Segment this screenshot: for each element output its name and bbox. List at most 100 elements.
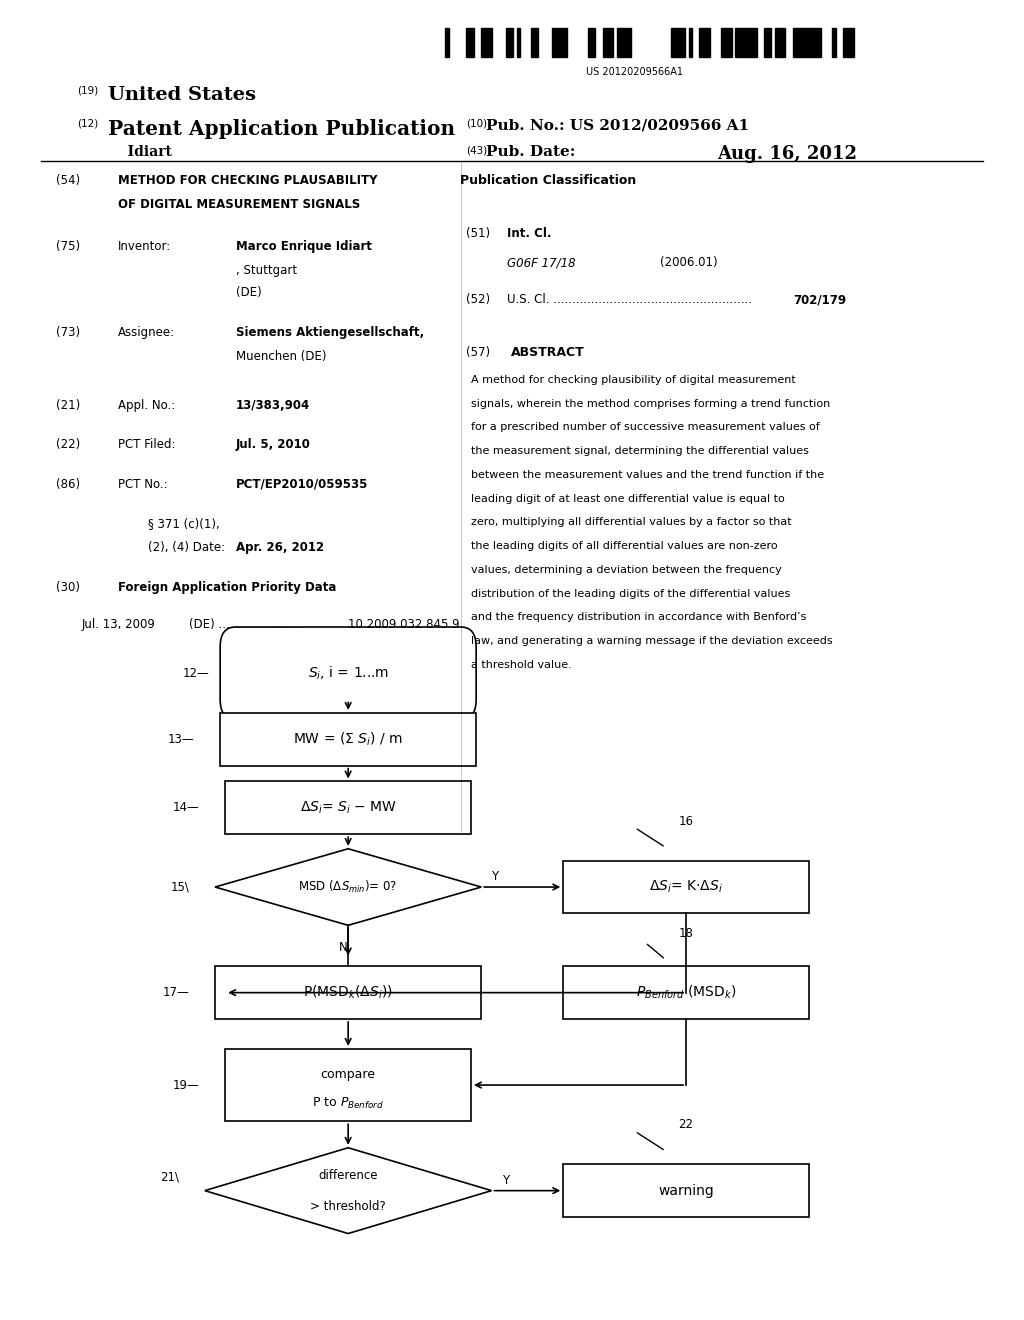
Polygon shape xyxy=(215,849,481,925)
Bar xyxy=(688,28,692,57)
Bar xyxy=(750,28,757,57)
Bar xyxy=(556,28,563,57)
Text: Marco Enrique Idiart: Marco Enrique Idiart xyxy=(236,240,372,253)
Text: Assignee:: Assignee: xyxy=(118,326,175,339)
Text: law, and generating a warning message if the deviation exceeds: law, and generating a warning message if… xyxy=(471,636,833,647)
Bar xyxy=(767,28,771,57)
Text: the measurement signal, determining the differential values: the measurement signal, determining the … xyxy=(471,446,809,457)
Text: Y: Y xyxy=(492,870,499,883)
Bar xyxy=(588,28,592,57)
Text: Int. Cl.: Int. Cl. xyxy=(507,227,551,240)
Bar xyxy=(467,28,474,57)
Bar xyxy=(800,28,807,57)
Text: 17—: 17— xyxy=(163,986,189,999)
Text: METHOD FOR CHECKING PLAUSABILITY: METHOD FOR CHECKING PLAUSABILITY xyxy=(118,174,377,187)
Text: (51): (51) xyxy=(466,227,490,240)
Text: (2006.01): (2006.01) xyxy=(660,256,718,269)
Bar xyxy=(616,28,621,57)
Text: (22): (22) xyxy=(56,438,81,451)
Text: Jul. 13, 2009: Jul. 13, 2009 xyxy=(82,618,156,631)
Text: G06F 17/18: G06F 17/18 xyxy=(507,256,575,269)
Text: PCT No.:: PCT No.: xyxy=(118,478,167,491)
Text: 21\: 21\ xyxy=(160,1171,179,1184)
Bar xyxy=(843,28,853,57)
Text: Pub. No.: US 2012/0209566 A1: Pub. No.: US 2012/0209566 A1 xyxy=(486,119,750,133)
Bar xyxy=(764,28,767,57)
Text: MSD ($\Delta S_{min}$)= 0?: MSD ($\Delta S_{min}$)= 0? xyxy=(298,879,398,895)
Bar xyxy=(225,781,471,834)
Text: a threshold value.: a threshold value. xyxy=(471,660,571,671)
Text: Patent Application Publication: Patent Application Publication xyxy=(108,119,455,139)
Bar xyxy=(699,28,702,57)
Text: United States: United States xyxy=(108,86,256,104)
Text: (2), (4) Date:: (2), (4) Date: xyxy=(148,541,225,554)
Bar xyxy=(563,966,809,1019)
Text: compare: compare xyxy=(321,1068,376,1081)
Text: 18: 18 xyxy=(679,927,693,940)
Text: (19): (19) xyxy=(77,86,98,96)
Text: and the frequency distribution in accordance with Benford’s: and the frequency distribution in accord… xyxy=(471,612,807,623)
Text: leading digit of at least one differential value is equal to: leading digit of at least one differenti… xyxy=(471,494,784,504)
Text: Aug. 16, 2012: Aug. 16, 2012 xyxy=(717,145,857,164)
Text: (30): (30) xyxy=(56,581,80,594)
Text: Siemens Aktiengesellschaft,: Siemens Aktiengesellschaft, xyxy=(236,326,424,339)
Text: MW = ($\Sigma$ $S_i$) / m: MW = ($\Sigma$ $S_i$) / m xyxy=(293,730,403,748)
Text: warning: warning xyxy=(658,1184,714,1197)
Text: (75): (75) xyxy=(56,240,81,253)
Text: 702/179: 702/179 xyxy=(794,293,847,306)
Bar xyxy=(445,28,449,57)
Text: Foreign Application Priority Data: Foreign Application Priority Data xyxy=(118,581,336,594)
Bar xyxy=(745,28,750,57)
Bar xyxy=(793,28,800,57)
Text: 12—: 12— xyxy=(183,667,210,680)
Bar xyxy=(215,966,481,1019)
Bar xyxy=(592,28,595,57)
Text: ABSTRACT: ABSTRACT xyxy=(511,346,585,359)
Text: (21): (21) xyxy=(56,399,81,412)
Text: 13—: 13— xyxy=(168,733,195,746)
Text: Apr. 26, 2012: Apr. 26, 2012 xyxy=(236,541,324,554)
Text: values, determining a deviation between the frequency: values, determining a deviation between … xyxy=(471,565,781,576)
Text: $P_{Benford}$ (MSD$_k$): $P_{Benford}$ (MSD$_k$) xyxy=(636,983,736,1002)
Bar xyxy=(563,861,809,913)
Text: > threshold?: > threshold? xyxy=(310,1200,386,1213)
Text: for a prescribed number of successive measurement values of: for a prescribed number of successive me… xyxy=(471,422,820,433)
Bar xyxy=(814,28,821,57)
Text: Appl. No.:: Appl. No.: xyxy=(118,399,175,412)
Bar xyxy=(602,28,613,57)
Bar xyxy=(831,28,836,57)
Bar xyxy=(810,28,814,57)
Text: U.S. Cl. .....................................................: U.S. Cl. ...............................… xyxy=(507,293,752,306)
Text: between the measurement values and the trend function if the: between the measurement values and the t… xyxy=(471,470,824,480)
Text: Y: Y xyxy=(502,1173,509,1187)
Text: the leading digits of all differential values are non-zero: the leading digits of all differential v… xyxy=(471,541,777,552)
Text: 15\: 15\ xyxy=(171,880,189,894)
Text: (54): (54) xyxy=(56,174,81,187)
Text: (DE): (DE) xyxy=(236,286,261,300)
Text: $S_i$, i = 1...m: $S_i$, i = 1...m xyxy=(308,664,388,682)
Bar xyxy=(774,28,778,57)
Text: (12): (12) xyxy=(77,119,98,129)
Text: PCT Filed:: PCT Filed: xyxy=(118,438,175,451)
Text: zero, multiplying all differential values by a factor so that: zero, multiplying all differential value… xyxy=(471,517,792,528)
Bar xyxy=(506,28,510,57)
Text: OF DIGITAL MEASUREMENT SIGNALS: OF DIGITAL MEASUREMENT SIGNALS xyxy=(118,198,360,211)
Text: (73): (73) xyxy=(56,326,81,339)
Text: P(MSD$_k$($\Delta S_i$)): P(MSD$_k$($\Delta S_i$)) xyxy=(303,983,393,1002)
Bar xyxy=(563,28,566,57)
Text: 19—: 19— xyxy=(173,1078,200,1092)
Bar xyxy=(225,1048,471,1122)
Text: signals, wherein the method comprises forming a trend function: signals, wherein the method comprises fo… xyxy=(471,399,830,409)
Text: 10 2009 032 845.9: 10 2009 032 845.9 xyxy=(348,618,460,631)
Bar xyxy=(552,28,556,57)
Text: (52): (52) xyxy=(466,293,490,306)
Text: (86): (86) xyxy=(56,478,81,491)
Bar xyxy=(778,28,785,57)
Text: difference: difference xyxy=(318,1168,378,1181)
Bar xyxy=(721,28,731,57)
Text: Jul. 5, 2010: Jul. 5, 2010 xyxy=(236,438,310,451)
Text: 22: 22 xyxy=(679,1118,693,1131)
Polygon shape xyxy=(205,1147,492,1233)
Text: Idiart: Idiart xyxy=(108,145,171,160)
Bar xyxy=(563,1164,809,1217)
